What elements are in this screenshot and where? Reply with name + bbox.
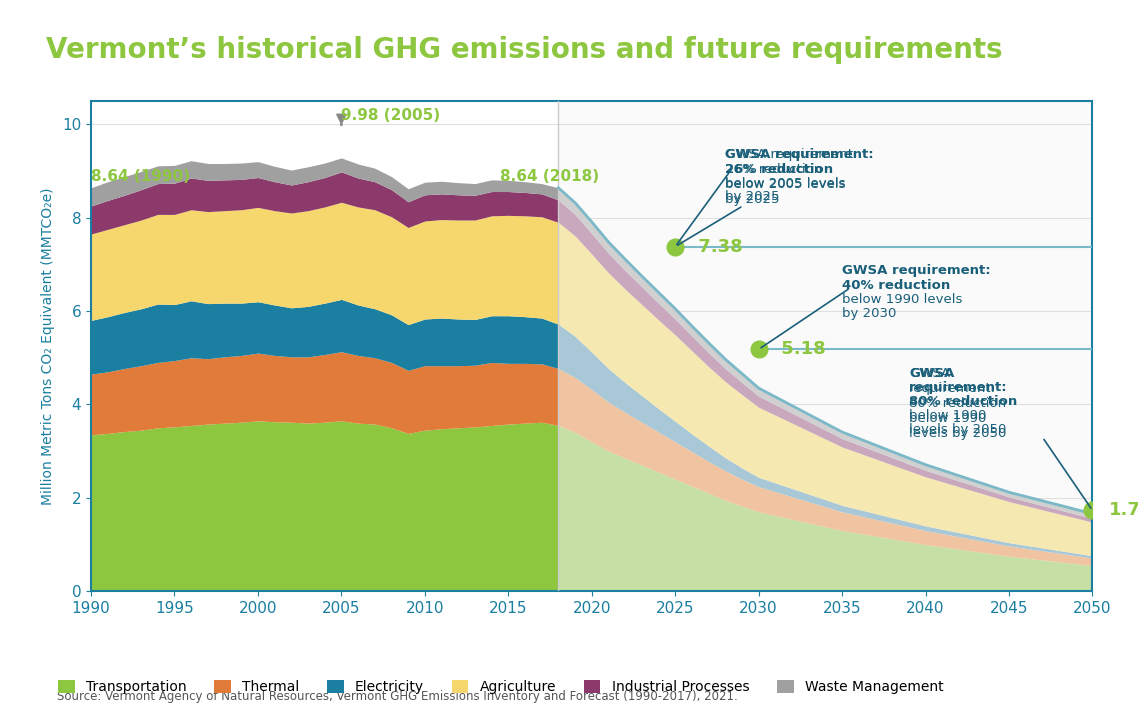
Text: GWSA requirement:: GWSA requirement: — [842, 265, 991, 278]
Text: 80% reduction: 80% reduction — [909, 395, 1017, 408]
Legend: Transportation, Thermal, Electricity, Agriculture, Industrial Processes, Waste M: Transportation, Thermal, Electricity, Ag… — [52, 675, 949, 699]
Text: levels by 2050: levels by 2050 — [909, 423, 1006, 436]
Text: 8.64 (2018): 8.64 (2018) — [500, 169, 599, 184]
Y-axis label: Million Metric Tons CO₂ Equivalent (MMTCO₂e): Million Metric Tons CO₂ Equivalent (MMTC… — [41, 187, 55, 505]
Text: 7.38: 7.38 — [692, 238, 743, 256]
Text: by 2025: by 2025 — [725, 190, 780, 203]
Text: GWSA requirement:: GWSA requirement: — [725, 148, 874, 161]
Text: 5.18: 5.18 — [775, 340, 826, 358]
Text: 40% reduction: 40% reduction — [842, 279, 950, 292]
Bar — [559, 101, 1092, 591]
Text: Source: Vermont Agency of Natural Resources, Vermont GHG Emissions Inventory and: Source: Vermont Agency of Natural Resour… — [57, 690, 737, 703]
Text: by 2030: by 2030 — [842, 307, 897, 320]
Text: 26% reduction: 26% reduction — [725, 162, 833, 176]
Text: below 1990 levels: below 1990 levels — [842, 293, 963, 306]
Text: 1.73: 1.73 — [1110, 501, 1138, 519]
Text: GWSA requirement:
26% reduction
below 2005 levels
by 2025: GWSA requirement: 26% reduction below 20… — [677, 148, 858, 245]
Text: 9.98 (2005): 9.98 (2005) — [341, 107, 440, 123]
Text: below 2005 levels: below 2005 levels — [725, 177, 846, 190]
Text: GWSA
requirement:
80% reduction
below 1990
levels by 2050: GWSA requirement: 80% reduction below 19… — [909, 367, 1006, 440]
Text: requirement:: requirement: — [909, 381, 1007, 394]
Text: Vermont’s historical GHG emissions and future requirements: Vermont’s historical GHG emissions and f… — [46, 36, 1003, 64]
Text: below 1990: below 1990 — [909, 409, 987, 422]
Text: 8.64 (1990): 8.64 (1990) — [91, 169, 190, 184]
Text: GWSA: GWSA — [909, 367, 955, 380]
